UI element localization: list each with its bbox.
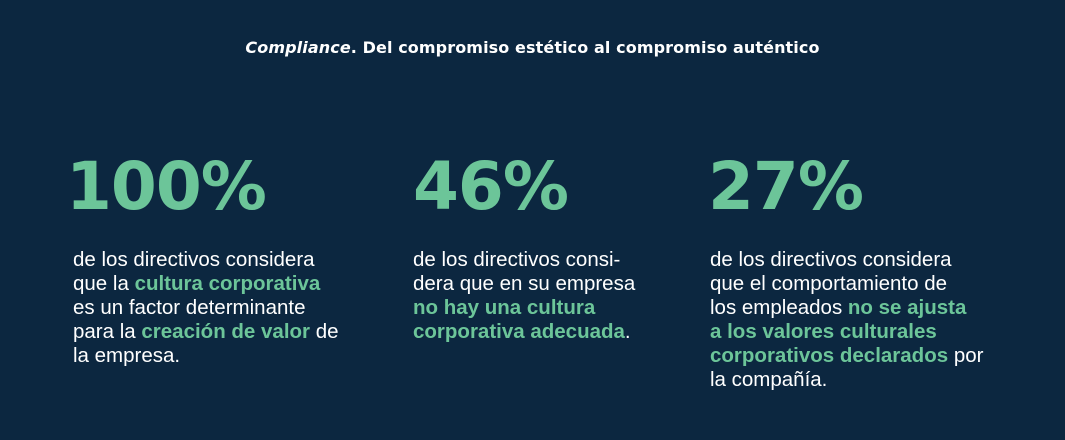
highlight-text: corporativa adecuada xyxy=(413,320,625,343)
highlight-text: corporativos declarados xyxy=(710,344,949,367)
stat-value: 27% xyxy=(708,148,864,225)
description-line: corporativos declarados por xyxy=(710,344,983,368)
stat-block-27: 27% de los directivos considera que el c… xyxy=(708,154,983,392)
highlight-text: a los valores culturales xyxy=(710,320,937,343)
text-segment: de los directivos considera xyxy=(710,248,952,271)
description-line: para la creación de valor de xyxy=(73,320,339,344)
description-line: a los valores culturales xyxy=(710,320,983,344)
text-segment: que la xyxy=(73,272,135,295)
text-segment: . xyxy=(624,320,631,343)
stat-description: de los directivos consi- dera que en su … xyxy=(413,248,635,344)
description-line: dera que en su empresa xyxy=(413,272,635,296)
description-line: los empleados no se ajusta xyxy=(710,296,983,320)
highlight-text: cultura corporativa xyxy=(134,272,321,295)
stat-description: de los directivos considera que el compo… xyxy=(710,248,983,392)
page-title-italic: Compliance xyxy=(245,38,351,57)
text-segment: por xyxy=(948,344,984,367)
description-line: es un factor determinante xyxy=(73,296,339,320)
text-segment: los empleados xyxy=(710,296,848,319)
description-line: de los directivos considera xyxy=(710,248,983,272)
highlight-text: no hay una cultura xyxy=(413,296,596,319)
text-segment: para la xyxy=(73,320,142,343)
description-line: de los directivos considera xyxy=(73,248,339,272)
page-title: Compliance. Del compromiso estético al c… xyxy=(0,38,1065,57)
highlight-text: creación de valor xyxy=(141,320,311,343)
stat-value: 100% xyxy=(66,148,267,225)
description-line: de los directivos consi- xyxy=(413,248,635,272)
text-segment: de los directivos considera xyxy=(73,248,315,271)
description-line: que el comportamiento de xyxy=(710,272,983,296)
text-segment: de xyxy=(310,320,339,343)
text-segment: la empresa. xyxy=(73,344,181,367)
stat-value: 46% xyxy=(413,148,569,225)
description-line: la empresa. xyxy=(73,344,339,368)
text-segment: que el comportamiento de xyxy=(710,272,948,295)
stat-block-100: 100% de los directivos considera que la … xyxy=(66,154,339,368)
description-line: no hay una cultura xyxy=(413,296,635,320)
text-segment: de los directivos consi- xyxy=(413,248,621,271)
stat-block-46: 46% de los directivos consi- dera que en… xyxy=(413,154,635,344)
stat-description: de los directivos considera que la cultu… xyxy=(73,248,339,368)
description-line: corporativa adecuada. xyxy=(413,320,635,344)
description-line: la compañía. xyxy=(710,368,983,392)
page-title-rest: . Del compromiso estético al compromiso … xyxy=(350,38,820,57)
text-segment: la compañía. xyxy=(710,368,828,391)
text-segment: es un factor determinante xyxy=(73,296,306,319)
highlight-text: no se ajusta xyxy=(847,296,967,319)
text-segment: dera que en su empresa xyxy=(413,272,636,295)
description-line: que la cultura corporativa xyxy=(73,272,339,296)
